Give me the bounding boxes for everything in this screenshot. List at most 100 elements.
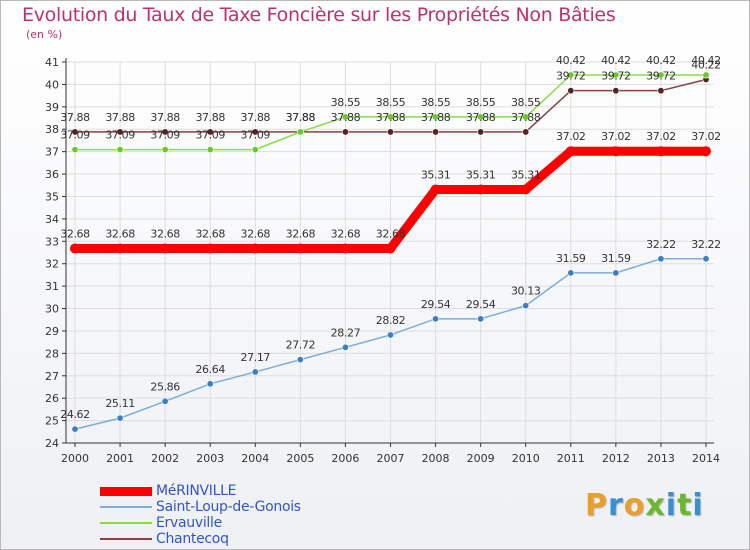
data-point — [657, 255, 665, 263]
data-label: 25.11 — [105, 397, 135, 410]
data-label: 39.72 — [556, 70, 586, 83]
data-label: 37.88 — [466, 111, 496, 124]
data-point — [610, 146, 621, 157]
data-label: 32.68 — [150, 227, 180, 240]
y-tick-label: 30 — [45, 303, 59, 316]
y-tick-label: 33 — [45, 235, 59, 248]
x-tick-label: 2008 — [422, 452, 450, 465]
y-tick-label: 25 — [45, 415, 59, 428]
legend-label: MéRINVILLE — [156, 483, 237, 499]
data-point — [71, 128, 79, 136]
data-label: 25.86 — [150, 380, 180, 393]
logo-letter: i — [692, 488, 704, 523]
data-label: 24.62 — [60, 408, 90, 421]
logo-letter: i — [665, 488, 678, 523]
data-label: 37.88 — [421, 111, 451, 124]
logo-letter: o — [623, 488, 646, 523]
data-point — [432, 113, 440, 121]
data-label: 40.42 — [601, 54, 631, 67]
data-point — [251, 368, 259, 376]
x-tick-label: 2001 — [106, 452, 134, 465]
y-tick-label: 32 — [45, 258, 59, 271]
data-point — [251, 128, 259, 136]
data-point — [341, 343, 349, 351]
data-label: 35.31 — [466, 169, 496, 182]
data-point — [612, 87, 620, 95]
data-label: 37.88 — [331, 111, 361, 124]
legend-swatch — [100, 538, 152, 540]
data-label: 37.02 — [601, 130, 631, 143]
data-point — [71, 425, 79, 433]
x-tick-label: 2012 — [602, 452, 630, 465]
logo-letter: t — [677, 488, 693, 523]
x-tick-label: 2013 — [647, 452, 675, 465]
data-label: 32.68 — [195, 227, 225, 240]
y-tick-label: 34 — [45, 213, 59, 226]
data-point — [477, 113, 485, 121]
data-point — [116, 128, 124, 136]
data-point — [386, 113, 394, 121]
x-tick-label: 2003 — [196, 452, 224, 465]
data-label: 32.68 — [376, 227, 406, 240]
data-label: 28.27 — [331, 326, 361, 339]
y-tick-label: 31 — [45, 280, 59, 293]
data-point — [116, 414, 124, 422]
data-label: 37.88 — [60, 111, 90, 124]
data-point — [341, 113, 349, 121]
y-tick-label: 26 — [45, 392, 59, 405]
data-label: 37.88 — [150, 111, 180, 124]
x-tick-label: 2010 — [512, 452, 540, 465]
data-label: 40.42 — [691, 54, 721, 67]
grid-lines — [66, 61, 714, 444]
data-point — [567, 87, 575, 95]
y-tick-label: 36 — [45, 168, 59, 181]
data-label: 31.59 — [556, 252, 586, 265]
data-point — [206, 146, 214, 154]
data-point — [430, 184, 441, 195]
legend-label: Saint-Loup-de-Gonois — [156, 499, 301, 515]
logo-letter: P — [585, 488, 608, 523]
data-label: 32.68 — [241, 227, 271, 240]
data-point — [432, 128, 440, 136]
data-label: 37.09 — [60, 129, 90, 142]
data-label: 38.55 — [466, 96, 496, 109]
data-point — [296, 356, 304, 364]
data-point — [522, 113, 530, 121]
logo-letter: x — [645, 488, 666, 523]
data-point — [567, 269, 575, 277]
data-point — [657, 87, 665, 95]
data-point — [475, 184, 486, 195]
data-label: 37.88 — [241, 111, 271, 124]
y-tick-label: 24 — [45, 437, 59, 450]
data-point — [205, 243, 216, 254]
data-point — [115, 243, 126, 254]
data-label: 30.13 — [511, 285, 541, 298]
data-point — [71, 146, 79, 154]
data-label: 37.88 — [195, 111, 225, 124]
data-label: 37.02 — [691, 130, 721, 143]
proxiti-logo: Proxiti — [585, 488, 704, 523]
data-point — [116, 146, 124, 154]
data-point — [341, 128, 349, 136]
x-tick-label: 2007 — [377, 452, 405, 465]
y-tick-label: 40 — [45, 78, 59, 91]
data-point — [161, 146, 169, 154]
data-label: 37.88 — [286, 111, 316, 124]
data-label: 37.88 — [511, 111, 541, 124]
data-label: 35.31 — [511, 169, 541, 182]
y-tick-label: 38 — [45, 123, 59, 136]
data-point — [70, 243, 80, 254]
data-label: 31.59 — [601, 252, 631, 265]
data-point — [251, 146, 259, 154]
x-tick-label: 2009 — [467, 452, 495, 465]
y-tick-label: 41 — [45, 56, 59, 69]
data-point — [477, 315, 485, 323]
x-tick-label: 2006 — [331, 452, 359, 465]
data-label: 32.68 — [60, 227, 90, 240]
data-label: 37.09 — [150, 129, 180, 142]
legend-label: Ervauville — [156, 515, 222, 531]
data-point — [161, 128, 169, 136]
data-label: 38.55 — [376, 96, 406, 109]
x-tick-label: 2011 — [557, 452, 585, 465]
data-point — [250, 243, 261, 254]
